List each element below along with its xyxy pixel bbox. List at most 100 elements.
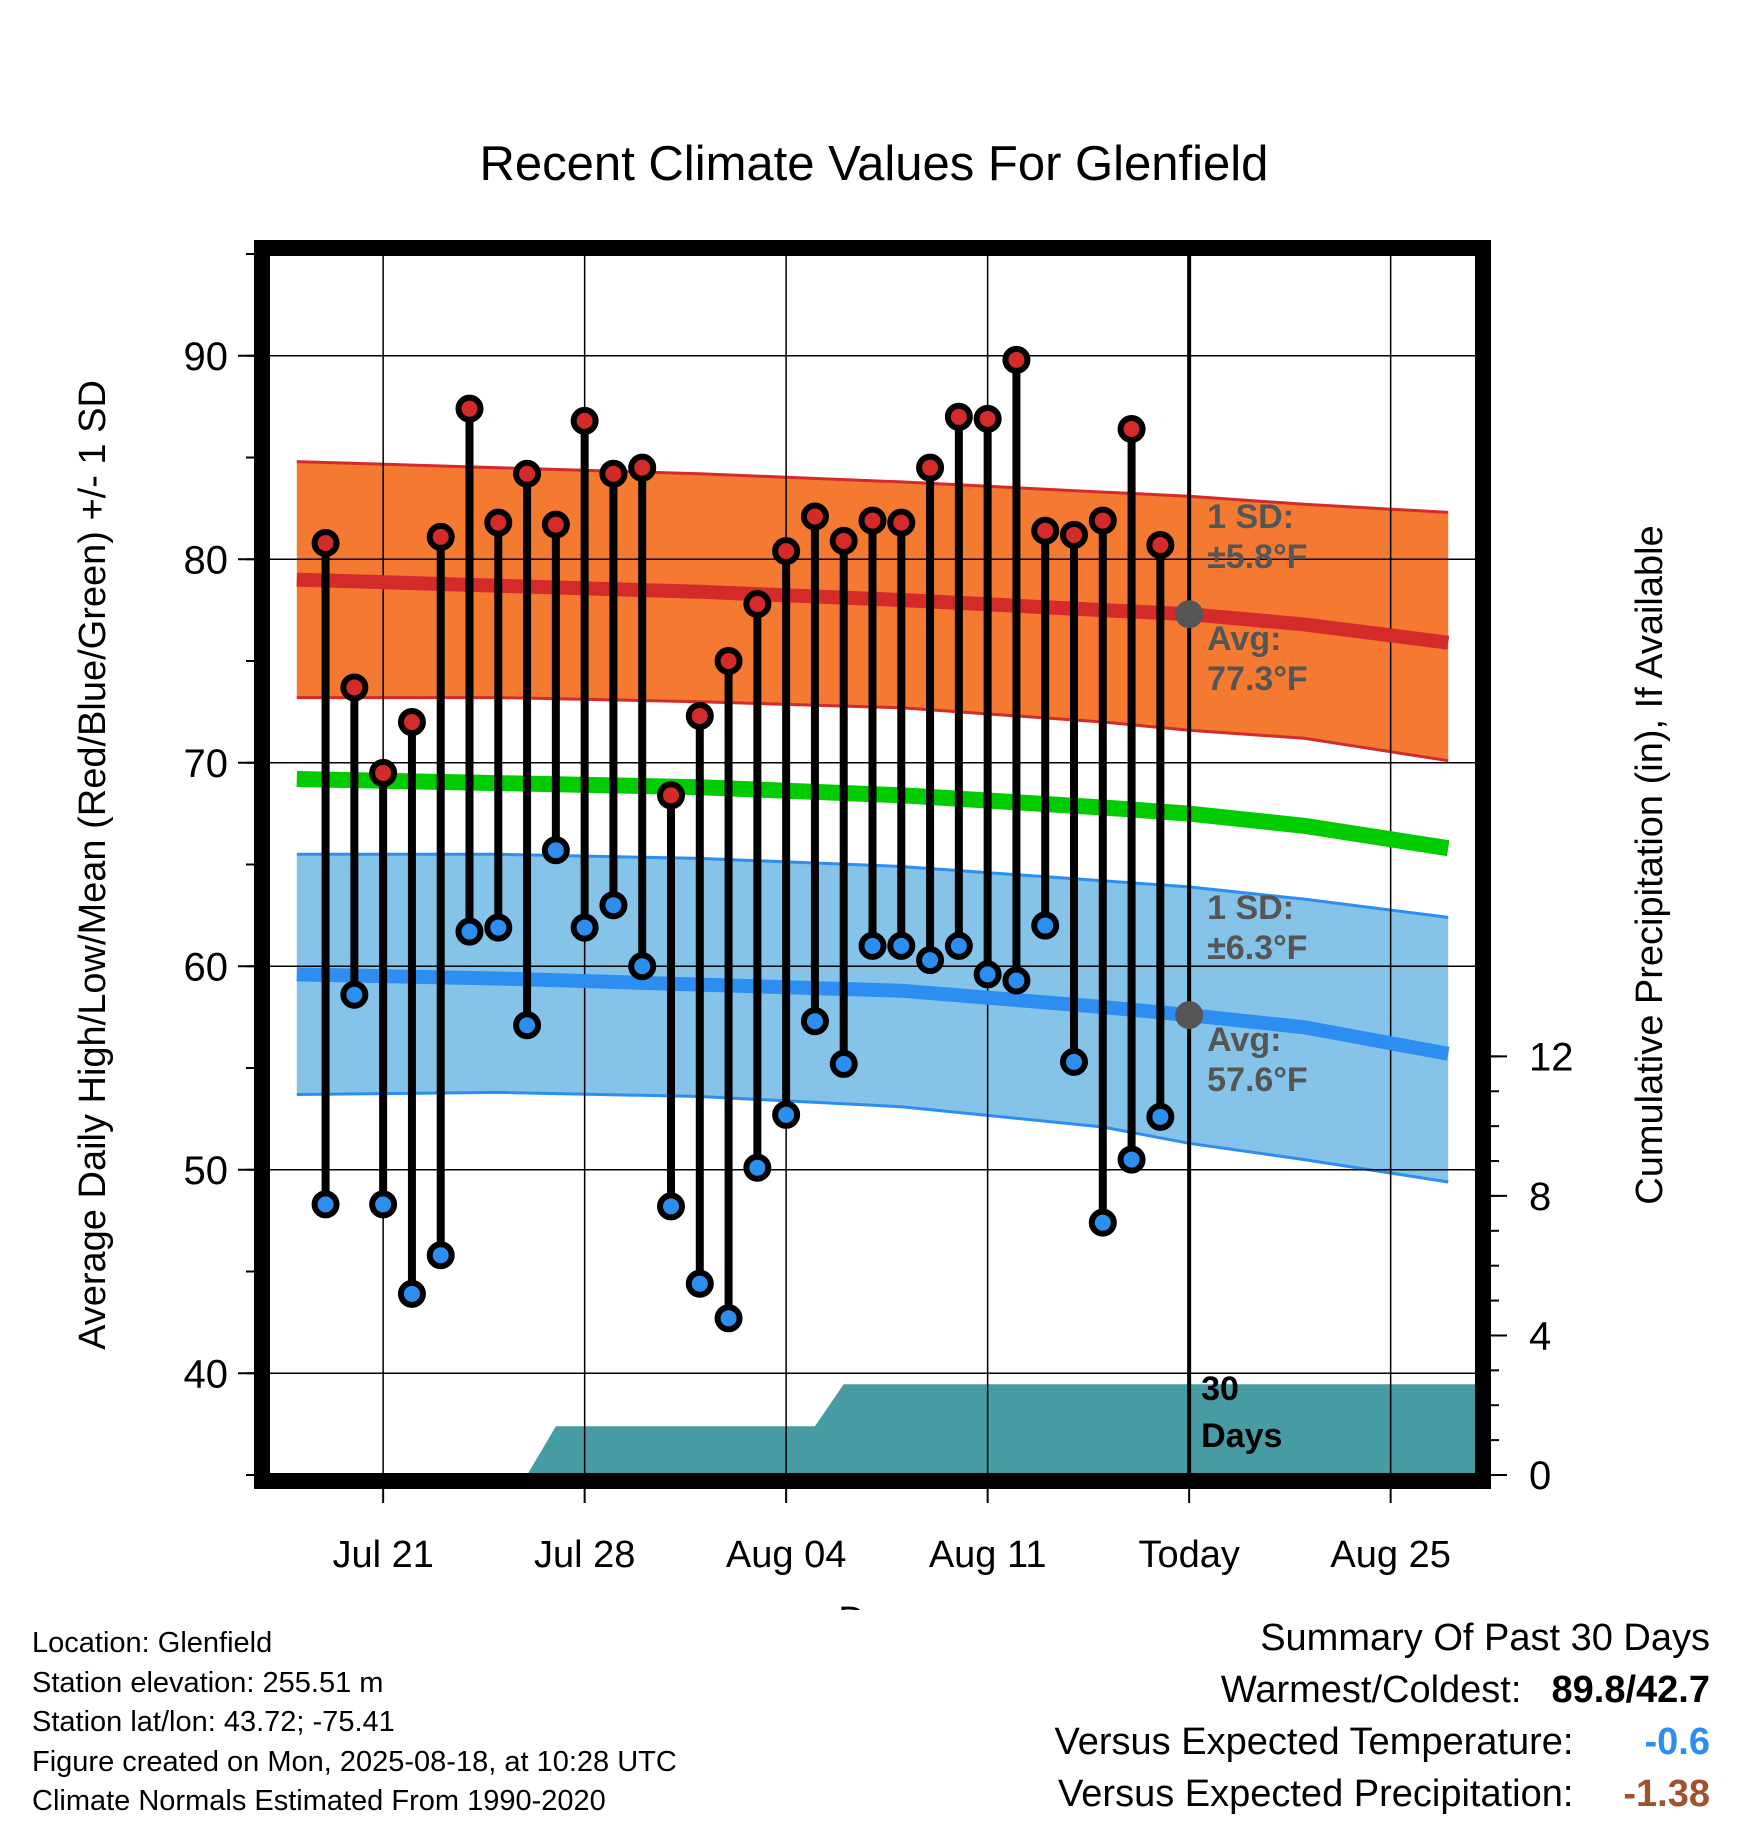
daily-low-point (1002, 966, 1031, 995)
daily-low-point (369, 1190, 398, 1219)
daily-low-point (311, 1190, 340, 1219)
high-sd-value: ±5.8°F (1207, 538, 1307, 576)
warm-cold-label: Warmest/Coldest: (1220, 1669, 1522, 1711)
warmest-value: 89.8 (1551, 1669, 1626, 1711)
station-info: Location: Glenfield Station elevation: 2… (32, 1624, 677, 1822)
daily-low-point (714, 1304, 743, 1333)
precipitation-area (268, 1384, 1477, 1475)
daily-low-point (829, 1049, 858, 1078)
daily-low-point (685, 1269, 714, 1298)
daily-low-point (628, 952, 657, 981)
precip-value: -1.38 (1623, 1773, 1710, 1815)
y-tick-label-left: 60 (184, 945, 229, 989)
daily-low-point (426, 1241, 455, 1270)
daily-low-point (944, 931, 973, 960)
today-high-avg-point (1175, 600, 1204, 629)
daily-high-point (800, 502, 829, 531)
high-sd-label: 1 SD: (1207, 498, 1294, 536)
high-avg-value: 77.3°F (1207, 660, 1308, 698)
low-avg-label: Avg: (1207, 1021, 1281, 1059)
y-tick-label-right: 12 (1529, 1035, 1574, 1079)
daily-low-point (455, 917, 484, 946)
y-tick-label-right: 0 (1529, 1454, 1551, 1498)
warm-cold-row: Warmest/Coldest: 89.8/42.7 (1055, 1664, 1710, 1716)
daily-high-point (397, 708, 426, 737)
x-tick-label: Aug 11 (929, 1534, 1047, 1576)
x-tick-label: Aug 04 (726, 1534, 846, 1576)
created-text: Figure created on Mon, 2025-08-18, at 10… (32, 1745, 677, 1778)
climate-chart: Recent Climate Values For Glenfield 1 SD… (72, 137, 1671, 1610)
daily-low-point (513, 1011, 542, 1040)
warm-cold-values: 89.8/42.7 (1532, 1664, 1711, 1716)
daily-high-point (714, 647, 743, 675)
daily-high-point (340, 673, 369, 702)
normals-text: Climate Normals Estimated From 1990-2020 (32, 1785, 606, 1817)
daily-high-point (829, 526, 858, 555)
daily-low-point (570, 913, 599, 942)
daily-high-point (685, 701, 714, 730)
daily-high-point (944, 402, 973, 431)
daily-high-point (1060, 520, 1088, 549)
temp-label: Versus Expected Temperature: (1054, 1721, 1574, 1763)
y-tick-label-left: 50 (184, 1149, 229, 1193)
daily-low-point (1117, 1145, 1146, 1174)
daily-high-point (628, 453, 657, 482)
high-avg-label: Avg: (1207, 620, 1281, 658)
daily-high-point (657, 781, 685, 810)
normal-high-line (296, 572, 1450, 650)
daily-high-point (743, 590, 772, 619)
daily-high-point (455, 394, 484, 423)
daily-high-point (541, 510, 570, 539)
daily-low-point (1146, 1102, 1175, 1131)
daily-high-point (426, 522, 455, 551)
daily-high-point (1117, 415, 1146, 444)
elevation-text: Station elevation: 255.51 m (32, 1666, 384, 1699)
daily-low-point (340, 980, 369, 1009)
daily-high-point (772, 537, 801, 566)
summary-title: Summary Of Past 30 Days (1260, 1617, 1710, 1659)
today-low-avg-point (1175, 1001, 1204, 1030)
temp-value: -0.6 (1644, 1721, 1710, 1763)
daily-low-point (1031, 911, 1060, 940)
daily-high-point (1031, 516, 1060, 545)
plot-frame (254, 240, 1491, 1489)
daily-high-point (369, 758, 398, 787)
daily-low-point (599, 891, 628, 920)
temp-row: Versus Expected Temperature: -0.6 (1055, 1716, 1710, 1768)
y-tick-label-right: 4 (1529, 1314, 1551, 1358)
daily-high-point (1088, 506, 1117, 535)
low-sd-label: 1 SD: (1207, 889, 1294, 927)
low-sd-band-lower-edge (296, 1090, 1449, 1184)
daily-low-point (887, 931, 916, 960)
x-tick-label: Aug 25 (1330, 1534, 1450, 1576)
latlon-text: Station lat/lon: 43.72; -75.41 (32, 1706, 395, 1738)
y-tick-label-left: 70 (184, 742, 229, 786)
y-tick-label-right: 8 (1529, 1175, 1551, 1219)
daily-high-point (599, 459, 628, 488)
daily-low-point (1060, 1047, 1088, 1076)
y-tick-label-left: 90 (184, 335, 229, 379)
daily-high-point (1146, 531, 1175, 560)
daily-low-point (772, 1100, 801, 1129)
warm-cold-separator: / (1625, 1669, 1637, 1711)
window-unit: Days (1201, 1417, 1282, 1455)
y-axis-label-left: Average Daily High/Low/Mean (Red/Blue/Gr… (72, 380, 114, 1350)
daily-low-point (916, 946, 945, 975)
coldest-value: 42.7 (1636, 1669, 1710, 1711)
daily-high-point (887, 508, 916, 537)
daily-low-point (743, 1153, 772, 1182)
x-tick-label: Jul 21 (332, 1534, 433, 1576)
chart-title: Recent Climate Values For Glenfield (480, 137, 1269, 191)
y-axis-label-right: Cumulative Precipitation (in), If Availa… (1629, 525, 1671, 1204)
daily-high-point (513, 459, 542, 488)
x-axis-label: Day (838, 1600, 906, 1610)
high-sd-band-lower-edge (296, 696, 1449, 763)
daily-low-point (397, 1279, 426, 1308)
daily-low-point (541, 836, 570, 865)
daily-high-point (916, 453, 945, 482)
low-avg-value: 57.6°F (1207, 1061, 1308, 1099)
x-tick-label: Jul 28 (534, 1534, 635, 1576)
daily-low-point (484, 913, 513, 942)
daily-high-point (858, 506, 887, 535)
y-tick-label-left: 80 (184, 538, 229, 582)
